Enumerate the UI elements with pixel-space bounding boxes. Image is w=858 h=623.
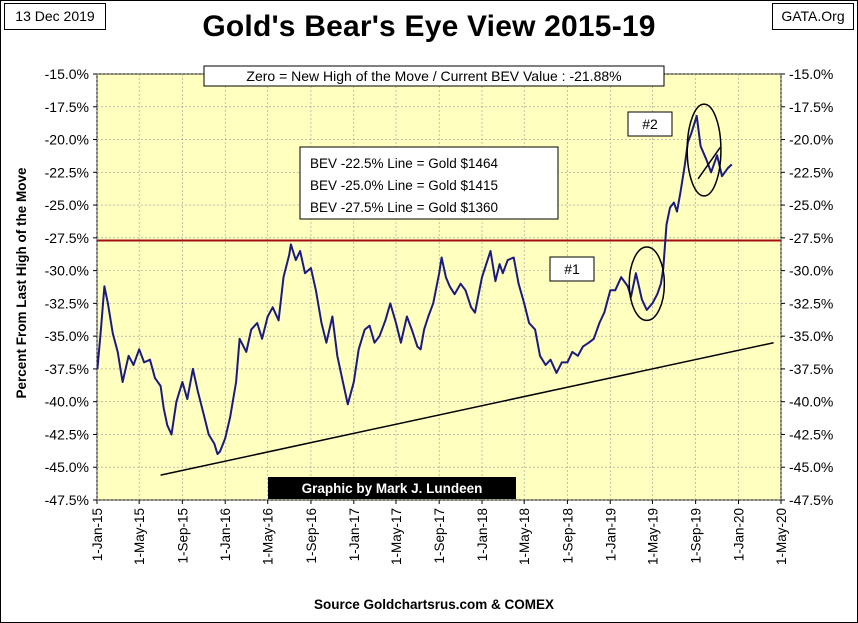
y-tick-label-right: -25.0% bbox=[789, 197, 833, 213]
y-axis-right: -15.0% -17.5% -20.0% -22.5% -25.0% -27.5% -30.… bbox=[781, 66, 833, 508]
marker-2: #2 bbox=[642, 116, 658, 132]
x-tick-label: 1-May-20 bbox=[774, 508, 789, 565]
x-tick-label: 1-Jan-18 bbox=[475, 508, 490, 561]
x-tick-label: 1-May-17 bbox=[389, 508, 404, 565]
y-tick-label-right: -30.0% bbox=[789, 263, 833, 279]
x-axis: 1-Jan-15 1-May-15 1-Sep-15 1-Jan-16 1-May-16… bbox=[90, 500, 789, 565]
marker-1: #1 bbox=[564, 261, 580, 277]
y-tick-label-left: -45.0% bbox=[45, 459, 89, 475]
x-tick-label: 1-Jan-19 bbox=[603, 508, 618, 561]
marker-1-box bbox=[549, 256, 595, 282]
zero-note: Zero = New High of the Move / Current BE… bbox=[246, 68, 621, 84]
y-tick-label-left: -37.5% bbox=[45, 361, 89, 377]
y-tick-label-right: -15.0% bbox=[789, 66, 833, 82]
y-tick-label-right: -40.0% bbox=[789, 394, 833, 410]
highlight-ellipse-2 bbox=[686, 103, 722, 197]
y-tick-label-left: -42.5% bbox=[45, 426, 89, 442]
y-tick-label-right: -42.5% bbox=[789, 426, 833, 442]
bev-box bbox=[299, 146, 559, 220]
x-tick-label: 1-Sep-15 bbox=[175, 508, 190, 564]
y-tick-label-right: -45.0% bbox=[789, 459, 833, 475]
credit-box bbox=[268, 477, 516, 499]
y-tick-label-left: -25.0% bbox=[45, 197, 89, 213]
bev-line-3: BEV -27.5% Line = Gold $1360 bbox=[310, 200, 498, 215]
y-tick-label-left: -22.5% bbox=[45, 164, 89, 180]
y-axis-label: Percent From Last High of the Move bbox=[14, 167, 29, 399]
y-tick-label-right: -20.0% bbox=[789, 132, 833, 148]
x-tick-label: 1-Jan-17 bbox=[347, 508, 362, 561]
source-text: Source Goldchartsrus.com & COMEX bbox=[314, 597, 554, 612]
bev-line-1: BEV -22.5% Line = Gold $1464 bbox=[310, 156, 498, 171]
x-tick-label: 1-Sep-17 bbox=[432, 508, 447, 564]
y-tick-label-left: -20.0% bbox=[45, 132, 89, 148]
y-tick-label-left: -30.0% bbox=[45, 263, 89, 279]
y-tick-label-left: -32.5% bbox=[45, 295, 89, 311]
y-tick-label-left: -40.0% bbox=[45, 394, 89, 410]
x-tick-label: 1-Jan-20 bbox=[731, 508, 746, 561]
mini-trend-line bbox=[697, 146, 721, 180]
y-tick-label-left: -27.5% bbox=[45, 230, 89, 246]
credit-text: Graphic by Mark J. Lundeen bbox=[302, 481, 483, 496]
highlight-circles bbox=[628, 103, 722, 322]
y-tick-label-right: -17.5% bbox=[789, 99, 833, 115]
bev-line-2: BEV -25.0% Line = Gold $1415 bbox=[310, 178, 498, 193]
x-tick-label: 1-Sep-18 bbox=[560, 508, 575, 564]
y-tick-label-left: -35.0% bbox=[45, 328, 89, 344]
site-label: GATA.Org bbox=[772, 3, 854, 30]
chart-title: Gold's Bear's Eye View 2015-19 bbox=[202, 10, 656, 43]
marker-2-box bbox=[627, 111, 673, 137]
y-tick-label-right: -35.0% bbox=[789, 328, 833, 344]
y-tick-label-right: -47.5% bbox=[789, 492, 833, 508]
x-tick-label: 1-Sep-16 bbox=[304, 508, 319, 564]
x-tick-label: 1-May-18 bbox=[517, 508, 532, 565]
y-tick-label-right: -27.5% bbox=[789, 230, 833, 246]
y-tick-label-left: -15.0% bbox=[45, 66, 89, 82]
y-tick-label-left: -17.5% bbox=[45, 99, 89, 115]
y-tick-label-right: -37.5% bbox=[789, 361, 833, 377]
x-tick-label: 1-Jan-15 bbox=[90, 508, 105, 561]
x-tick-label: 1-May-15 bbox=[132, 508, 147, 565]
x-tick-label: 1-Sep-19 bbox=[689, 508, 704, 564]
highlight-ellipse-1 bbox=[628, 246, 666, 322]
y-tick-label-right: -32.5% bbox=[789, 295, 833, 311]
y-tick-label-left: -47.5% bbox=[45, 492, 89, 508]
zero-note-box bbox=[203, 65, 665, 87]
date-label: 13 Dec 2019 bbox=[4, 3, 106, 30]
y-tick-label-right: -22.5% bbox=[789, 164, 833, 180]
x-tick-label: 1-May-19 bbox=[645, 508, 660, 565]
x-tick-label: 1-May-16 bbox=[261, 508, 276, 565]
trend-line bbox=[160, 341, 774, 476]
y-axis-left: -15.0% -17.5% -20.0% -22.5% -25.0% -27.5% -30.… bbox=[45, 66, 97, 508]
series-line bbox=[96, 114, 733, 456]
x-tick-label: 1-Jan-16 bbox=[218, 508, 233, 561]
